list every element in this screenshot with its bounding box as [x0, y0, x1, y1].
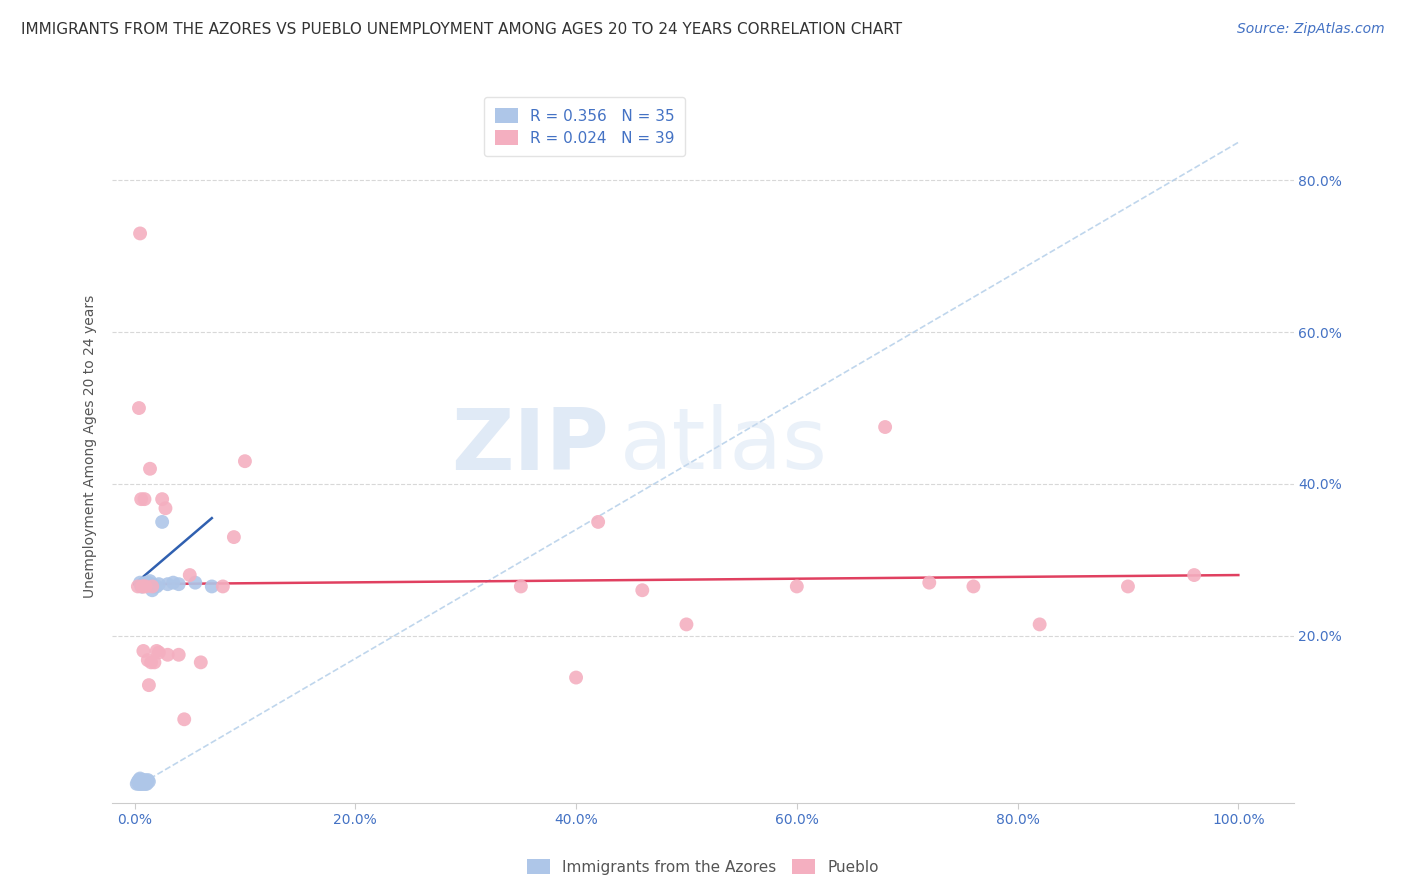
Point: [155, 501, 177, 516]
Point: [135, 577, 157, 591]
Point: [138, 678, 160, 692]
Point: [128, 401, 150, 415]
Point: [918, 575, 941, 590]
Point: [1028, 617, 1050, 632]
Point: [962, 579, 984, 593]
Legend: Immigrants from the Azores, Pueblo: Immigrants from the Azores, Pueblo: [522, 853, 884, 880]
Point: [136, 653, 159, 667]
Point: [222, 530, 245, 544]
Point: [173, 712, 195, 726]
Point: [162, 575, 184, 590]
Point: [148, 577, 170, 591]
Point: [129, 777, 152, 791]
Point: [129, 227, 152, 241]
Point: [143, 579, 166, 593]
Point: [132, 644, 155, 658]
Point: [134, 772, 156, 787]
Point: [134, 777, 156, 791]
Point: [129, 772, 152, 787]
Point: [136, 772, 159, 787]
Point: [131, 777, 153, 791]
Point: [141, 579, 163, 593]
Point: [127, 774, 149, 789]
Point: [233, 454, 256, 468]
Point: [129, 575, 152, 590]
Text: IMMIGRANTS FROM THE AZORES VS PUEBLO UNEMPLOYMENT AMONG AGES 20 TO 24 YEARS CORR: IMMIGRANTS FROM THE AZORES VS PUEBLO UNE…: [21, 22, 903, 37]
Point: [132, 774, 155, 789]
Point: [875, 420, 897, 434]
Point: [134, 492, 156, 507]
Point: [167, 648, 190, 662]
Point: [631, 583, 654, 598]
Point: [184, 575, 207, 590]
Point: [131, 579, 153, 593]
Point: [138, 774, 160, 789]
Point: [1182, 568, 1205, 582]
Point: [132, 577, 155, 591]
Point: [129, 777, 152, 791]
Point: [135, 777, 157, 791]
Point: [167, 577, 190, 591]
Point: [128, 777, 150, 791]
Point: [139, 656, 162, 670]
Point: [675, 617, 697, 632]
Point: [150, 492, 173, 507]
Point: [129, 579, 152, 593]
Point: [135, 575, 157, 590]
Text: atlas: atlas: [620, 404, 828, 488]
Point: [125, 777, 148, 791]
Text: ZIP: ZIP: [451, 404, 609, 488]
Point: [156, 648, 179, 662]
Point: [135, 579, 157, 593]
Y-axis label: Unemployment Among Ages 20 to 24 years: Unemployment Among Ages 20 to 24 years: [83, 294, 97, 598]
Point: [1116, 579, 1139, 593]
Point: [135, 777, 157, 791]
Point: [586, 515, 609, 529]
Point: [136, 575, 159, 590]
Point: [179, 568, 201, 582]
Point: [565, 671, 588, 685]
Point: [131, 579, 153, 593]
Point: [129, 492, 152, 507]
Point: [139, 577, 162, 591]
Point: [128, 772, 150, 787]
Point: [212, 579, 235, 593]
Point: [127, 579, 149, 593]
Point: [148, 645, 170, 659]
Point: [132, 579, 155, 593]
Point: [786, 579, 808, 593]
Point: [150, 515, 173, 529]
Point: [156, 577, 179, 591]
Text: Source: ZipAtlas.com: Source: ZipAtlas.com: [1237, 22, 1385, 37]
Point: [139, 574, 162, 588]
Point: [145, 579, 167, 593]
Point: [201, 579, 224, 593]
Point: [509, 579, 531, 593]
Point: [190, 656, 212, 670]
Point: [139, 462, 162, 476]
Point: [145, 644, 167, 658]
Point: [143, 656, 166, 670]
Point: [141, 583, 163, 598]
Point: [129, 772, 152, 786]
